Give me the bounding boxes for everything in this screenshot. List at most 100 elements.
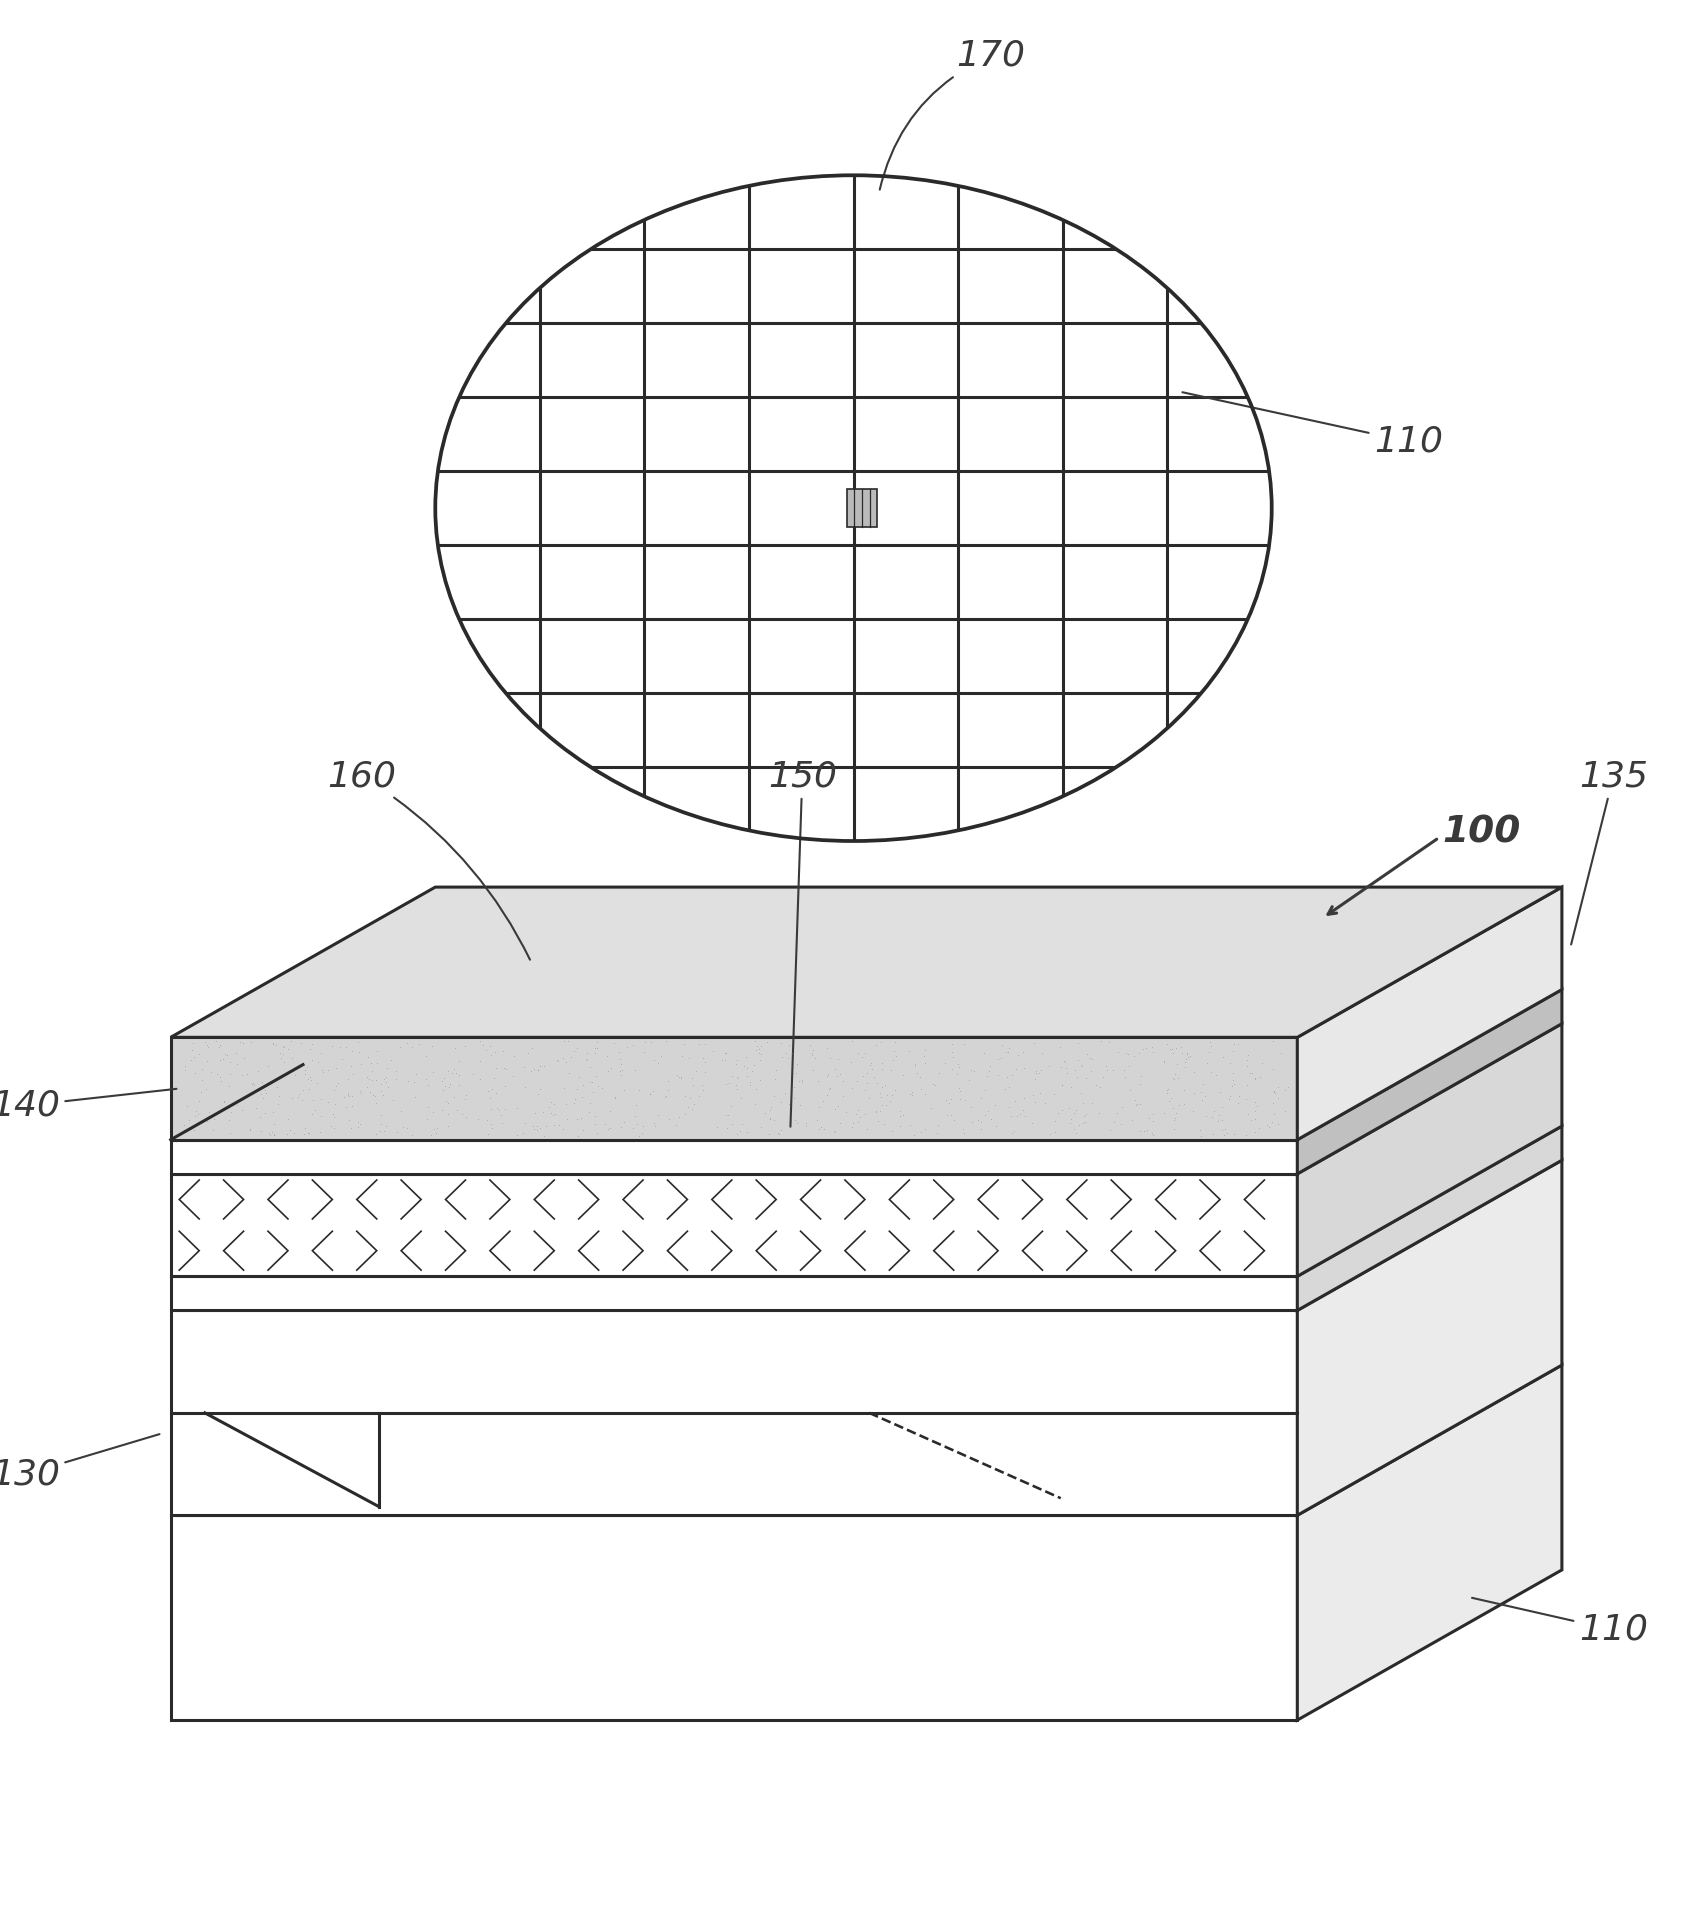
Point xyxy=(1161,1105,1188,1135)
Point xyxy=(399,1066,427,1097)
Point xyxy=(1139,1120,1166,1151)
Point xyxy=(712,1045,739,1076)
Point xyxy=(867,1082,894,1112)
Point xyxy=(184,1099,212,1130)
Point xyxy=(830,1066,857,1097)
Point xyxy=(307,1037,335,1068)
Point xyxy=(545,1110,572,1141)
Point xyxy=(743,1074,770,1105)
Point xyxy=(886,1101,913,1131)
Point xyxy=(1191,1082,1219,1112)
Point xyxy=(739,1057,766,1087)
Point xyxy=(761,1055,789,1085)
Point xyxy=(248,1066,275,1097)
Point xyxy=(299,1045,326,1076)
Point xyxy=(1096,1026,1123,1057)
Point xyxy=(224,1089,251,1120)
Point xyxy=(623,1089,650,1120)
Point xyxy=(1260,1099,1287,1130)
Point xyxy=(210,1043,237,1074)
Point xyxy=(473,1035,500,1066)
Point xyxy=(654,1074,681,1105)
Point xyxy=(207,1062,234,1093)
Point xyxy=(993,1037,1021,1068)
Point xyxy=(510,1051,538,1082)
Point xyxy=(577,1051,604,1082)
Point xyxy=(816,1074,843,1105)
Point xyxy=(519,1110,546,1141)
Point xyxy=(603,1082,630,1112)
Point xyxy=(686,1028,714,1058)
Point xyxy=(478,1093,505,1124)
Point xyxy=(1164,1062,1191,1093)
Point xyxy=(304,1047,331,1078)
Point xyxy=(1052,1047,1079,1078)
Point xyxy=(446,1070,473,1101)
Point xyxy=(1209,1091,1236,1122)
Point xyxy=(1215,1083,1243,1114)
Point xyxy=(679,1070,707,1101)
Point xyxy=(459,1058,486,1089)
Point xyxy=(860,1062,888,1093)
Point xyxy=(1197,1032,1224,1062)
Point xyxy=(1221,1035,1248,1066)
Point xyxy=(679,1093,707,1124)
Point xyxy=(367,1108,394,1139)
Point xyxy=(958,1106,985,1137)
Point xyxy=(1162,1099,1190,1130)
Point xyxy=(1162,1032,1190,1062)
Point xyxy=(1234,1099,1261,1130)
Point xyxy=(987,1043,1014,1074)
Text: 100: 100 xyxy=(1442,815,1521,851)
Point xyxy=(1110,1055,1137,1085)
Point xyxy=(1260,1053,1287,1083)
Point xyxy=(843,1066,871,1097)
Point xyxy=(1159,1037,1186,1068)
Point xyxy=(1048,1070,1075,1101)
Point xyxy=(420,1112,447,1143)
Point xyxy=(236,1114,263,1145)
Point xyxy=(949,1114,976,1145)
Point xyxy=(188,1064,215,1095)
Point xyxy=(768,1114,795,1145)
Point xyxy=(183,1095,210,1126)
Point xyxy=(215,1118,242,1149)
Point xyxy=(597,1112,625,1143)
Point xyxy=(217,1047,244,1078)
Point xyxy=(896,1080,923,1110)
Point xyxy=(765,1118,792,1149)
Point xyxy=(978,1103,1005,1133)
Point xyxy=(1079,1043,1106,1074)
Point xyxy=(729,1108,756,1139)
Point xyxy=(626,1076,654,1106)
Point xyxy=(632,1028,659,1058)
Point xyxy=(865,1097,893,1128)
Point xyxy=(338,1051,365,1082)
Point xyxy=(1159,1093,1186,1124)
Point xyxy=(1123,1089,1151,1120)
Point xyxy=(732,1041,760,1072)
Point xyxy=(901,1120,929,1151)
Point xyxy=(270,1039,297,1070)
Point xyxy=(669,1028,696,1058)
Point xyxy=(210,1085,237,1116)
Point xyxy=(772,1037,799,1068)
Point xyxy=(531,1120,558,1151)
Point xyxy=(608,1110,635,1141)
Point xyxy=(475,1118,502,1149)
Point xyxy=(760,1105,787,1135)
Point xyxy=(734,1116,761,1147)
Point xyxy=(200,1103,227,1133)
Point xyxy=(335,1078,362,1108)
Point xyxy=(574,1037,601,1068)
Point xyxy=(393,1028,420,1058)
Point xyxy=(1048,1070,1075,1101)
Point xyxy=(912,1047,939,1078)
Polygon shape xyxy=(1297,1024,1562,1276)
Point xyxy=(1082,1070,1110,1101)
Point xyxy=(1180,1097,1207,1128)
Point xyxy=(270,1047,297,1078)
Point xyxy=(939,1041,966,1072)
Point xyxy=(1072,1099,1099,1130)
Point xyxy=(377,1045,405,1076)
